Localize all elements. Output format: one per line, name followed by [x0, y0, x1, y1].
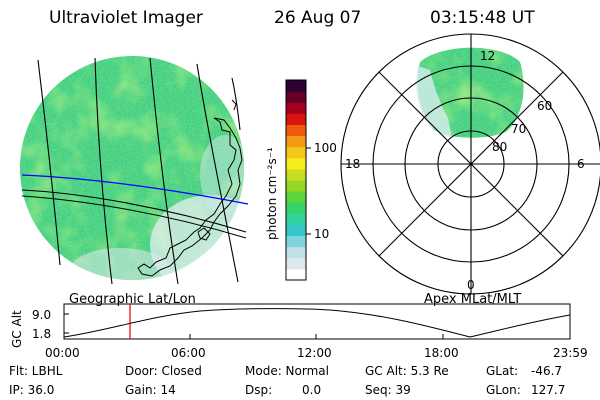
instrument-title: Ultraviolet Imager: [49, 8, 203, 28]
colorbar-unit: photon cm⁻²s⁻¹: [265, 147, 279, 240]
status-glat-value: -46.7: [531, 364, 563, 378]
polar-image: 12 18 6 0 60 70 80: [340, 33, 600, 295]
polar-mlt-labels: 12 18 6 0: [345, 49, 585, 292]
colorbar-cell: [286, 213, 306, 225]
altitude-curve: [63, 308, 571, 338]
mlt-label-18: 18: [345, 157, 360, 171]
date-label: 26 Aug 07: [274, 8, 362, 28]
status-dsp-label: Dsp:: [245, 383, 273, 397]
time-label: 03:15:48 UT: [430, 8, 535, 28]
colorbar-cell: [286, 257, 306, 270]
status-dsp-value: 0.0: [302, 383, 322, 397]
geo-panel-label: Geographic Lat/Lon: [69, 292, 196, 307]
colorbar-cell: [286, 246, 306, 259]
mlt-label-12: 12: [480, 49, 495, 63]
colorbar-cell: [286, 146, 306, 159]
altitude-frame: [63, 303, 571, 340]
polar-grid: [340, 33, 600, 295]
status-gc-alt: GC Alt: 5.3 Re: [365, 364, 449, 378]
lat-label-70: 70: [511, 122, 526, 136]
mlt-label-0: 0: [467, 278, 475, 292]
colorbar-cell: [286, 224, 306, 237]
polar-lat-labels: 60 70 80: [492, 99, 552, 154]
altitude-ylabel: GC Alt: [10, 310, 24, 348]
colorbar-cell: [286, 180, 306, 192]
coastline: [137, 117, 243, 277]
colorbar-cell: [286, 135, 306, 148]
colorbar-cell: [286, 91, 306, 103]
altitude-xtick-1: 06:00: [171, 346, 206, 360]
status-gain: Gain: 14: [125, 383, 176, 397]
colorbar-label-10: 10: [314, 227, 329, 241]
geo-equator-line: [21, 174, 249, 205]
status-glon-value: 127.7: [531, 383, 566, 397]
colorbar-cell: [286, 113, 306, 125]
altitude-xtick-3: 18:00: [424, 346, 459, 360]
mlt-label-6: 6: [577, 157, 585, 171]
geographic-image: [20, 56, 249, 285]
status-glat-label: GLat:: [486, 364, 519, 378]
altitude-xtick-2: 12:00: [297, 346, 332, 360]
colorbar-cell: [286, 191, 306, 203]
altitude-plot: GC Alt 9.0 1.8 00:00 06:00 12:00 18:00 2…: [10, 303, 588, 360]
colorbar-frame: [285, 79, 307, 281]
status-flt: Flt: LBHL: [9, 364, 63, 378]
colorbar-label-100: 100: [314, 141, 337, 155]
colorbar-cell: [286, 102, 306, 114]
colorbar-cell: [286, 235, 306, 248]
lat-label-60: 60: [537, 99, 552, 113]
colorbar-cell: [286, 80, 306, 92]
colorbar-cell: [286, 124, 306, 137]
altitude-ytick-low: 1.8: [32, 327, 51, 341]
altitude-xtick-4: 23:59: [553, 346, 588, 360]
altitude-xtick-0: 00:00: [45, 346, 80, 360]
geo-meridians: [37, 57, 241, 285]
colorbar-cell: [286, 168, 306, 181]
colorbar-cell: [286, 268, 306, 281]
colorbar: 100 10 photon cm⁻²s⁻¹: [265, 79, 337, 281]
status-glon-label: GLon:: [486, 383, 521, 397]
status-ip: IP: 36.0: [9, 383, 55, 397]
altitude-ytick-high: 9.0: [32, 308, 51, 322]
lat-label-80: 80: [492, 140, 507, 154]
polar-panel-label: Apex MLat/MLT: [424, 292, 522, 307]
status-door: Door: Closed: [125, 364, 202, 378]
colorbar-cells: [286, 80, 306, 281]
colorbar-cell: [286, 157, 306, 170]
status-mode: Mode: Normal: [245, 364, 329, 378]
status-seq: Seq: 39: [365, 383, 411, 397]
colorbar-cell: [286, 202, 306, 214]
